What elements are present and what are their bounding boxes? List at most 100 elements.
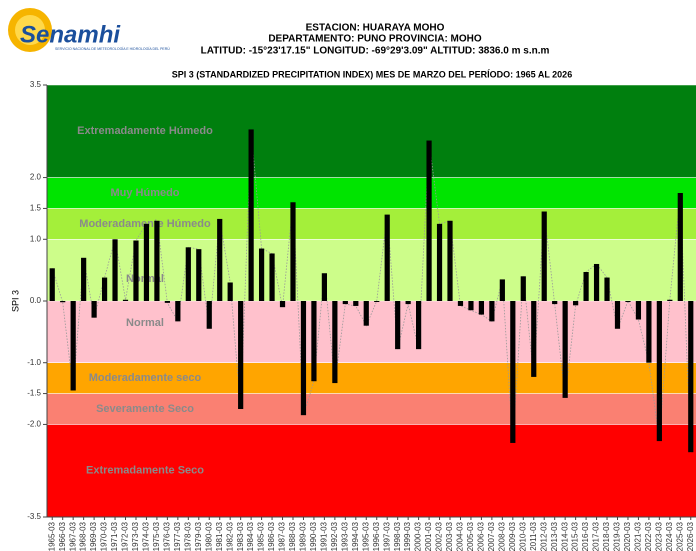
x-tick-label: 2013-03: [550, 521, 559, 551]
x-tick-label: 1978-03: [183, 521, 192, 551]
y-tick-label: -1.0: [27, 358, 41, 367]
header-line: DEPARTAMENTO: PUNO PROVINCIA: MOHO: [268, 34, 482, 45]
x-tick-label: 2026-03: [686, 521, 695, 551]
x-tick-label: 2020-03: [623, 521, 632, 551]
x-tick-label: 1999-03: [403, 521, 412, 551]
band: [47, 177, 696, 209]
band: [47, 424, 696, 517]
x-tick-label: 2015-03: [571, 521, 580, 551]
x-tick-label: 2023-03: [654, 521, 663, 551]
x-tick-label: 1982-03: [225, 521, 234, 551]
bar: [238, 301, 244, 409]
bar: [185, 247, 191, 301]
x-tick-label: 2010-03: [518, 521, 527, 551]
bar: [405, 301, 411, 305]
x-tick-label: 1974-03: [142, 521, 151, 551]
bar: [154, 220, 160, 301]
x-tick-label: 1977-03: [173, 521, 182, 551]
bar: [164, 301, 170, 303]
x-tick-label: 2003-03: [445, 521, 454, 551]
x-tick-label: 1972-03: [121, 521, 130, 551]
x-tick-label: 1993-03: [340, 521, 349, 551]
x-tick-label: 1973-03: [131, 521, 140, 551]
x-tick-label: 1980-03: [204, 521, 213, 551]
header-line: ESTACION: HUARAYA MOHO: [306, 23, 445, 34]
bar: [363, 301, 369, 326]
bar: [248, 129, 254, 301]
bar: [332, 301, 338, 384]
band-label: Moderadamente seco: [89, 372, 202, 384]
bar: [196, 249, 202, 301]
band-label: Extremadamente Húmedo: [77, 125, 213, 137]
logo: Senamhi SERVICIO NACIONAL DE METEOROLOGÍ…: [8, 8, 170, 52]
bar: [562, 301, 568, 398]
bar: [510, 301, 516, 443]
x-tick-label: 1994-03: [351, 521, 360, 551]
bar: [416, 301, 422, 350]
x-tick-label: 1989-03: [299, 521, 308, 551]
x-tick-label: 1995-03: [361, 521, 370, 551]
bar: [290, 202, 296, 301]
bar: [81, 257, 87, 301]
bar: [49, 268, 55, 301]
band: [47, 362, 696, 394]
x-tick-label: 1990-03: [309, 521, 318, 551]
x-tick-label: 1966-03: [58, 521, 67, 551]
x-tick-label: 2018-03: [602, 521, 611, 551]
bar: [279, 301, 286, 308]
x-tick-label: 1969-03: [89, 521, 98, 551]
y-tick-label: -1.5: [27, 389, 41, 398]
band: [47, 85, 696, 178]
x-tick-label: 2011-03: [529, 521, 538, 550]
bar: [112, 239, 118, 301]
y-tick-label: 1.5: [30, 204, 42, 213]
x-tick-label: 2006-03: [477, 521, 486, 551]
x-tick-label: 2000-03: [414, 521, 423, 551]
x-tick-label: 1981-03: [215, 521, 224, 551]
band: [47, 301, 696, 363]
bar: [614, 301, 621, 329]
x-tick-label: 2001-03: [424, 521, 433, 551]
bar: [604, 277, 610, 301]
x-tick-label: 1976-03: [162, 521, 171, 551]
y-tick-label: 1.0: [30, 234, 42, 243]
bar: [122, 299, 129, 301]
band-label: Extremadamente Seco: [86, 465, 204, 477]
chart-title: SPI 3 (STANDARDIZED PRECIPITATION INDEX)…: [172, 69, 572, 79]
bar: [468, 301, 474, 311]
x-tick-label: 2007-03: [487, 521, 496, 551]
header-line: LATITUD: -15°23'17.15" LONGITUD: -69°29'…: [201, 46, 550, 57]
y-tick-label: 3.5: [30, 80, 42, 89]
bar: [384, 214, 390, 301]
bar: [656, 301, 662, 442]
y-tick-label: 2.0: [30, 173, 42, 182]
x-tick-label: 1986-03: [267, 521, 276, 551]
bar: [70, 301, 76, 391]
logo-sun-core: [15, 15, 45, 45]
x-tick-label: 1991-03: [320, 521, 329, 551]
x-tick-label: 2024-03: [665, 521, 674, 551]
logo-name: Senamhi: [20, 21, 121, 48]
x-tick-label: 1968-03: [79, 521, 88, 551]
bar: [541, 211, 547, 301]
x-tick-label: 1992-03: [330, 521, 339, 551]
x-tick-label: 1979-03: [194, 521, 203, 551]
logo-subtitle: SERVICIO NACIONAL DE METEOROLOGÍA E HIDR…: [55, 47, 170, 51]
x-tick-label: 2014-03: [560, 521, 569, 551]
bar: [300, 301, 307, 416]
band-label: Moderadamente Húmedo: [79, 218, 211, 230]
bar: [520, 276, 526, 301]
x-tick-label: 2002-03: [435, 521, 444, 551]
bar: [489, 301, 495, 322]
x-tick-label: 1985-03: [257, 521, 266, 551]
x-tick-label: 2016-03: [581, 521, 590, 551]
y-tick-label: -2.0: [27, 420, 41, 429]
x-tick-label: 1987-03: [278, 521, 287, 551]
x-tick-label: 2005-03: [466, 521, 475, 551]
bar: [667, 299, 673, 301]
y-axis-label: SPI 3: [10, 290, 20, 312]
x-tick-label: 1998-03: [393, 521, 402, 551]
bar: [573, 301, 579, 306]
x-tick-label: 1965-03: [47, 521, 56, 551]
bar: [635, 301, 642, 320]
